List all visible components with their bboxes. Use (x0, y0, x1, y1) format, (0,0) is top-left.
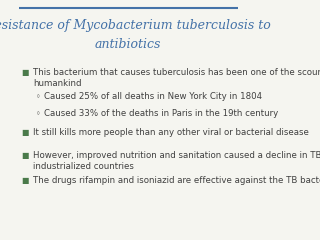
Text: Resistance of Mycobacterium tuberculosis to: Resistance of Mycobacterium tuberculosis… (0, 19, 271, 32)
Text: Caused 25% of all deaths in New York City in 1804: Caused 25% of all deaths in New York Cit… (44, 92, 262, 101)
Text: ◦: ◦ (36, 92, 41, 101)
Text: ■: ■ (22, 176, 29, 185)
Text: ■: ■ (22, 128, 29, 137)
Text: antibiotics: antibiotics (95, 38, 161, 51)
Text: However, improved nutrition and sanitation caused a decline in TB in
industriali: However, improved nutrition and sanitati… (33, 151, 320, 171)
Text: Caused 33% of the deaths in Paris in the 19th century: Caused 33% of the deaths in Paris in the… (44, 109, 278, 118)
Text: The drugs rifampin and isoniazid are effective against the TB bacteria: The drugs rifampin and isoniazid are eff… (33, 176, 320, 185)
Text: This bacterium that causes tuberculosis has been one of the scourges of
humankin: This bacterium that causes tuberculosis … (33, 68, 320, 89)
Text: ◦: ◦ (36, 109, 41, 118)
Text: ■: ■ (22, 68, 29, 77)
Text: ■: ■ (22, 151, 29, 160)
Text: It still kills more people than any other viral or bacterial disease: It still kills more people than any othe… (33, 128, 309, 137)
